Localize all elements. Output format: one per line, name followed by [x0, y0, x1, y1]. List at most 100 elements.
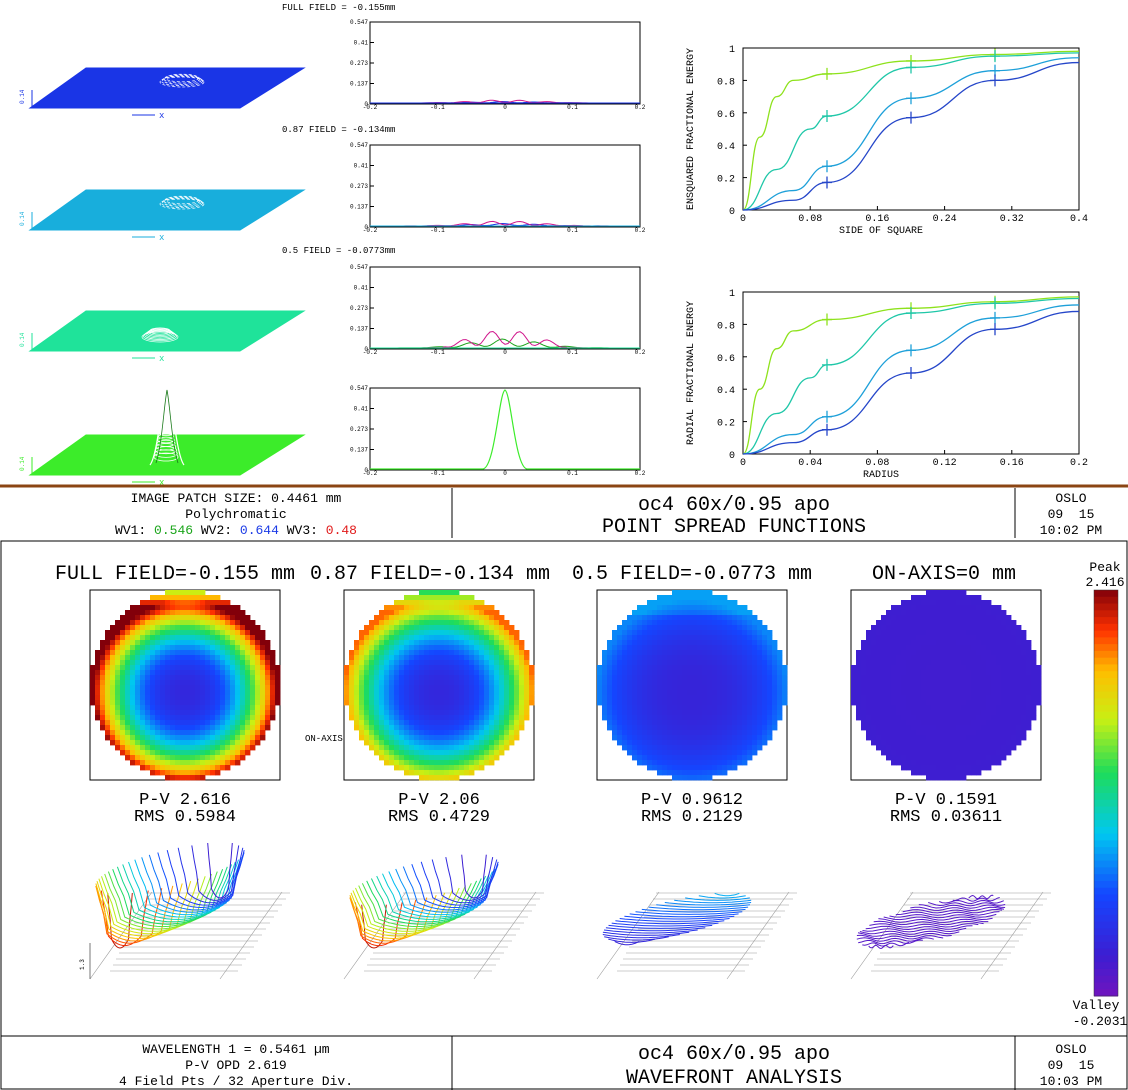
map-pixel [697, 720, 703, 726]
map-pixel [449, 595, 455, 601]
map-pixel [374, 715, 380, 721]
map-pixel [125, 615, 131, 621]
wv1-value: 0.546 [154, 523, 193, 538]
map-pixel [424, 750, 430, 756]
map-pixel [926, 740, 932, 746]
map-pixel [742, 645, 748, 651]
map-pixel [195, 675, 201, 681]
map-pixel [1036, 675, 1042, 681]
surface-profile-line [382, 873, 490, 918]
map-pixel [424, 740, 430, 746]
map-pixel [966, 650, 972, 656]
map-pixel [145, 655, 151, 661]
map-pixel [155, 735, 161, 741]
map-pixel [434, 640, 440, 646]
map-pixel [926, 730, 932, 736]
map-pixel [657, 755, 663, 761]
map-pixel [399, 685, 405, 691]
map-pixel [622, 660, 628, 666]
map-pixel [672, 700, 678, 706]
map-pixel [981, 650, 987, 656]
map-pv-value: P-V 2.616 [139, 791, 231, 810]
map-pixel [602, 650, 608, 656]
psf-ytick-label: 0.137 [350, 81, 368, 88]
map-pixel [717, 600, 723, 606]
map-pixel [707, 690, 713, 696]
map-pixel [509, 675, 515, 681]
map-pixel [667, 645, 673, 651]
map-pixel [100, 725, 106, 731]
map-pixel [752, 705, 758, 711]
map-pixel [951, 635, 957, 641]
map-pixel [394, 615, 400, 621]
map-pixel [180, 650, 186, 656]
map-pixel [612, 665, 618, 671]
map-pixel [911, 670, 917, 676]
map-pixel [677, 775, 683, 781]
map-pixel [642, 605, 648, 611]
map-pixel [145, 615, 151, 621]
map-pixel [504, 720, 510, 726]
map-pixel [856, 715, 862, 721]
map-pixel [926, 615, 932, 621]
surface-profile-line [177, 847, 244, 904]
map-pixel [677, 645, 683, 651]
map-pixel [876, 685, 882, 691]
map-pixel [956, 715, 962, 721]
map-pixel [737, 715, 743, 721]
map-pixel [722, 665, 728, 671]
map-pixel [727, 700, 733, 706]
map-pixel [399, 660, 405, 666]
map-pixel [961, 690, 967, 696]
map-pixel [135, 715, 141, 721]
map-pixel [439, 730, 445, 736]
map-pixel [225, 750, 231, 756]
map-pixel [632, 650, 638, 656]
map-pixel [976, 650, 982, 656]
map-pixel [762, 660, 768, 666]
map-pixel [617, 735, 623, 741]
map-pixel [707, 735, 713, 741]
map-pixel [374, 620, 380, 626]
map-pixel [180, 635, 186, 641]
map-pixel [509, 680, 515, 686]
map-pixel [210, 730, 216, 736]
map-pixel [509, 740, 515, 746]
map-pixel [996, 675, 1002, 681]
map-pixel [479, 705, 485, 711]
map-pixel [180, 770, 186, 776]
map-pixel [1011, 695, 1017, 701]
map-pixel [702, 615, 708, 621]
map-pixel [752, 680, 758, 686]
map-pixel [419, 705, 425, 711]
map-pixel [657, 690, 663, 696]
map-pixel [514, 730, 520, 736]
map-pixel [359, 700, 365, 706]
map-pixel [1021, 635, 1027, 641]
map-pixel [150, 725, 156, 731]
map-pixel [866, 665, 872, 671]
map-pixel [529, 670, 535, 676]
map-pixel [707, 670, 713, 676]
map-pixel [672, 660, 678, 666]
map-pixel [931, 735, 937, 741]
map-pixel [637, 705, 643, 711]
map-pixel [926, 705, 932, 711]
map-pixel [150, 620, 156, 626]
map-pixel [195, 730, 201, 736]
map-pixel [767, 700, 773, 706]
map-pixel [444, 730, 450, 736]
map-pixel [662, 710, 668, 716]
map-pixel [225, 720, 231, 726]
map-pixel [125, 630, 131, 636]
map-pixel [737, 665, 743, 671]
map-pixel [389, 640, 395, 646]
map-pixel [861, 685, 867, 691]
map-pixel [901, 675, 907, 681]
map-pixel [524, 670, 530, 676]
map-pixel [866, 715, 872, 721]
psf-xtick-label: 0.2 [635, 104, 646, 111]
map-pixel [125, 735, 131, 741]
surface-profile-line [411, 864, 499, 909]
map-pixel [737, 610, 743, 616]
